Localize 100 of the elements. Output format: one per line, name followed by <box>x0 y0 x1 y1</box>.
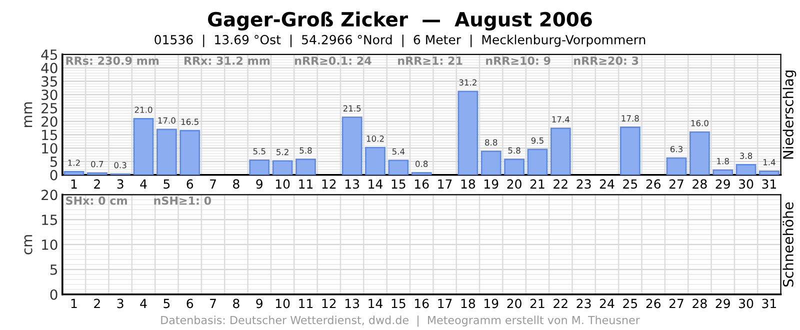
data-label: 17.8 <box>622 115 639 122</box>
x-tick-label: 11 <box>299 298 313 308</box>
x-tick-label: 4 <box>140 179 147 189</box>
bar <box>759 170 780 175</box>
x-tick-label: 28 <box>692 179 707 189</box>
chart-title: Gager-Groß Zicker — August 2006 <box>208 12 592 31</box>
bar <box>411 172 432 175</box>
y-tick-label: 0 <box>50 289 58 300</box>
bar <box>388 160 409 175</box>
annotation: nRR≥0.1: 24 <box>295 56 372 65</box>
x-tick-label: 26 <box>646 298 661 308</box>
x-tick-label: 31 <box>762 298 776 308</box>
x-tick-label: 24 <box>600 298 614 308</box>
y-tick-label: 20 <box>42 116 58 127</box>
x-tick-label: 31 <box>762 179 776 189</box>
x-tick-label: 6 <box>186 179 194 189</box>
x-tick-label: 27 <box>669 298 684 308</box>
data-label: 5.2 <box>276 148 288 156</box>
x-tick-label: 5 <box>164 298 170 308</box>
x-tick-label: 14 <box>368 298 383 308</box>
x-tick-label: 10 <box>276 298 290 308</box>
data-label: 0.7 <box>91 160 104 168</box>
x-tick-label: 17 <box>438 179 452 189</box>
annotation: nRR≥1: 21 <box>398 56 462 65</box>
x-tick-label: 15 <box>392 179 406 189</box>
bar <box>550 128 571 175</box>
bar <box>712 169 734 175</box>
data-label: 0.8 <box>416 160 428 167</box>
x-tick-label: 9 <box>256 298 262 308</box>
y-tick-label: 40 <box>41 62 58 74</box>
x-tick-label: 23 <box>576 179 591 189</box>
y-tick-label: 35 <box>42 76 58 87</box>
text: Datenbasis: Deutscher Wetterdienst, dwd.de | Meteogramm erstellt von M. Theusner <box>161 316 640 327</box>
y-axis-title: cm <box>24 235 32 254</box>
y-tick-label: 25 <box>42 102 58 114</box>
x-tick-label: 12 <box>322 298 336 308</box>
bar <box>736 164 756 175</box>
y-tick-label: 0 <box>50 170 58 180</box>
y-tick-label: 45 <box>41 50 58 60</box>
bar <box>272 160 293 175</box>
x-tick-label: 1 <box>71 179 77 189</box>
data-label: 6.3 <box>670 146 682 152</box>
bar <box>620 126 640 175</box>
y-axis-title: mm <box>24 102 32 127</box>
x-tick-label: 28 <box>692 298 707 308</box>
x-tick-label: 13 <box>345 179 360 189</box>
x-tick-label: 13 <box>345 298 360 308</box>
data-label: 1.8 <box>717 158 729 164</box>
chart-subtitle: 01536 | 13.69 °Ost | 54.2966 °Nord | 6 Meter | Mecklenburg-Vorpommern <box>154 34 646 48</box>
x-tick-label: 3 <box>117 298 124 308</box>
y-tick-label: 5 <box>50 156 58 167</box>
x-tick-label: 2 <box>94 298 100 308</box>
x-tick-label: 20 <box>507 179 522 189</box>
x-tick-label: 15 <box>392 298 406 308</box>
data-label: 0.3 <box>114 162 126 168</box>
x-tick-label: 23 <box>576 298 591 308</box>
annotation: RRx: 31.2 mm <box>184 56 270 65</box>
x-tick-label: 29 <box>716 179 730 189</box>
x-tick-label: 19 <box>484 179 498 189</box>
x-tick-label: 17 <box>438 298 452 308</box>
data-label: 21.5 <box>343 105 361 112</box>
x-tick-label: 14 <box>368 179 383 189</box>
x-tick-label: 30 <box>739 298 754 308</box>
x-tick-label: 25 <box>623 298 638 308</box>
x-tick-label: 3 <box>117 179 124 189</box>
x-tick-label: 7 <box>210 298 216 308</box>
y2-axis-title: Niederschlag <box>782 70 796 159</box>
x-tick-label: 27 <box>669 179 684 189</box>
annotation: nRR≥20: 3 <box>574 56 638 65</box>
bar <box>156 128 177 175</box>
data-label: 5.8 <box>508 147 520 154</box>
bar <box>133 118 154 175</box>
x-tick-label: 4 <box>140 298 147 308</box>
x-tick-label: 8 <box>233 179 240 189</box>
y-tick-label: 10 <box>42 240 58 250</box>
x-tick-label: 9 <box>256 179 262 189</box>
bar <box>458 90 478 175</box>
x-tick-label: 30 <box>739 179 754 189</box>
data-label: 31.2 <box>459 79 476 86</box>
annotation: SHx: 0 cm <box>66 196 127 205</box>
bar <box>480 150 502 175</box>
data-label: 5.4 <box>392 148 405 155</box>
x-tick-label: 24 <box>600 179 614 189</box>
bar <box>689 131 710 175</box>
x-tick-label: 5 <box>164 179 170 189</box>
x-tick-label: 25 <box>623 179 638 189</box>
x-tick-label: 11 <box>299 179 313 189</box>
data-label: 5.8 <box>300 147 312 154</box>
data-label: 17.4 <box>552 116 570 122</box>
y-tick-label: 15 <box>42 214 58 226</box>
x-tick-label: 26 <box>646 179 661 189</box>
data-label: 1.4 <box>764 159 776 166</box>
data-label: 17.0 <box>158 117 176 124</box>
x-tick-label: 10 <box>276 179 290 189</box>
bar <box>296 158 316 175</box>
bar <box>64 170 84 175</box>
x-tick-label: 16 <box>415 298 429 308</box>
x-tick-label: 2 <box>94 179 100 189</box>
bar <box>666 157 687 175</box>
bar <box>365 146 386 175</box>
